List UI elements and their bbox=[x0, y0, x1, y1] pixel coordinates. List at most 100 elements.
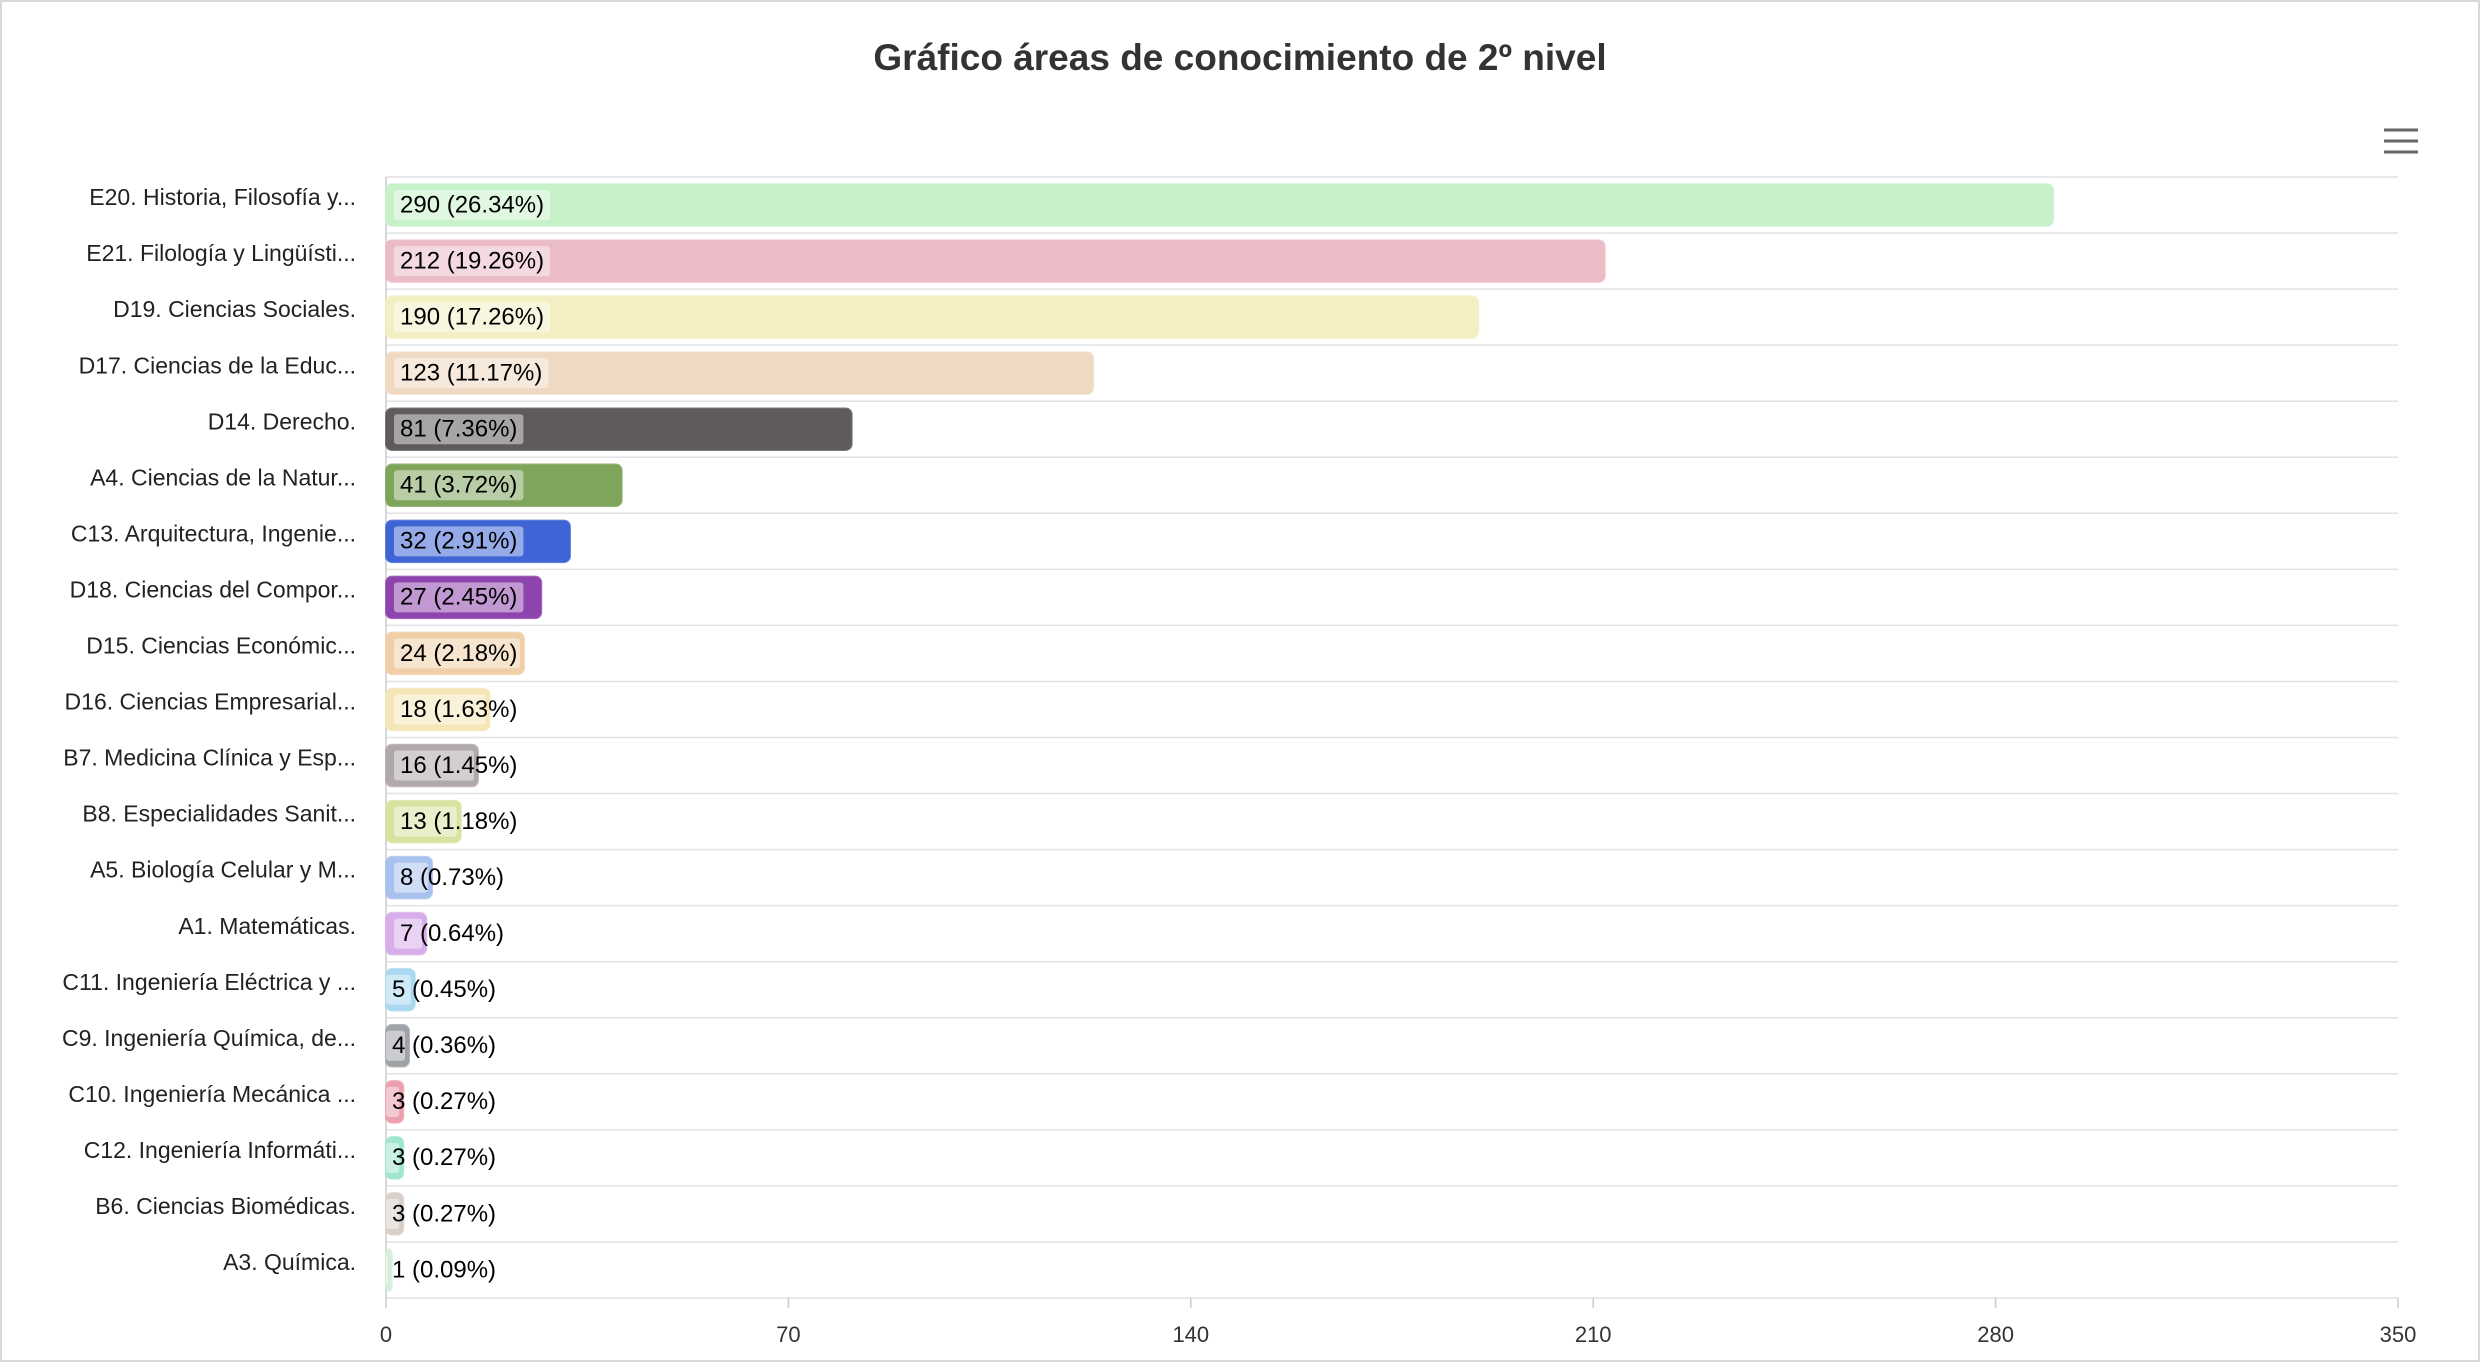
value-label: 5 (0.45%) bbox=[392, 976, 496, 1003]
value-label: 3 (0.27%) bbox=[392, 1144, 496, 1171]
bar-edge bbox=[385, 1136, 405, 1180]
y-tick-label: C11. Ingeniería Eléctrica y ... bbox=[62, 969, 356, 995]
value-label-bg bbox=[394, 694, 486, 725]
bar bbox=[386, 296, 1479, 338]
value-label: 212 (19.26%) bbox=[400, 247, 544, 274]
bar-edge bbox=[385, 687, 491, 732]
y-tick-label: C13. Arquitectura, Ingenie... bbox=[71, 520, 356, 546]
bar bbox=[386, 520, 570, 563]
bar-edge bbox=[385, 911, 428, 956]
value-label-bg bbox=[386, 1142, 400, 1173]
y-tick-label: D17. Ciencias de la Educ... bbox=[79, 352, 356, 378]
bar bbox=[386, 408, 852, 450]
menu-button[interactable] bbox=[2384, 128, 2418, 154]
bar-edge bbox=[385, 295, 1480, 339]
value-label-bg bbox=[386, 1030, 405, 1061]
x-tick-label: 350 bbox=[2380, 1322, 2417, 1347]
bar-edge bbox=[385, 519, 571, 564]
bar-edge bbox=[385, 1192, 405, 1236]
value-label: 290 (26.34%) bbox=[400, 191, 544, 218]
y-tick-label: D18. Ciencias del Compor... bbox=[70, 576, 356, 602]
bar-edge bbox=[385, 799, 462, 844]
value-label: 3 (0.27%) bbox=[392, 1088, 496, 1115]
bar-edge bbox=[385, 631, 525, 676]
bar bbox=[386, 856, 432, 899]
value-label-bg bbox=[394, 302, 551, 333]
y-tick-label: B6. Ciencias Biomédicas. bbox=[95, 1193, 356, 1219]
bar bbox=[386, 576, 542, 619]
y-tick-label: A1. Matemáticas. bbox=[178, 913, 356, 939]
value-label: 16 (1.45%) bbox=[400, 752, 517, 779]
value-label-bg bbox=[394, 470, 524, 501]
bar bbox=[386, 1193, 404, 1235]
value-label-bg bbox=[386, 974, 411, 1005]
value-label-bg bbox=[386, 1254, 388, 1285]
y-tick-label: A4. Ciencias de la Natur... bbox=[90, 464, 356, 490]
x-tick-label: 140 bbox=[1172, 1322, 1209, 1347]
labels: E20. Historia, Filosofía y... 290 (26.34%… bbox=[62, 184, 551, 1285]
bar bbox=[386, 968, 415, 1011]
bar-edge bbox=[385, 407, 853, 451]
value-label-bg bbox=[394, 190, 551, 221]
bar bbox=[386, 688, 490, 731]
value-label-bg bbox=[394, 638, 520, 669]
value-label: 27 (2.45%) bbox=[400, 584, 517, 611]
bar bbox=[386, 632, 524, 675]
value-label: 41 (3.72%) bbox=[400, 472, 517, 499]
value-label: 1 (0.09%) bbox=[392, 1256, 496, 1283]
bar bbox=[386, 240, 1605, 282]
x-tick-label: 210 bbox=[1575, 1322, 1612, 1347]
value-label: 3 (0.27%) bbox=[392, 1200, 496, 1227]
bar bbox=[386, 1249, 392, 1291]
bar bbox=[386, 1025, 409, 1067]
x-tick-label: 0 bbox=[380, 1322, 392, 1347]
y-tick-label: B7. Medicina Clínica y Esp... bbox=[63, 745, 356, 771]
value-label: 32 (2.91%) bbox=[400, 528, 517, 555]
bar-edge bbox=[385, 967, 416, 1012]
value-label-bg bbox=[394, 414, 524, 445]
value-label-bg bbox=[394, 918, 423, 949]
y-tick-label: D15. Ciencias Económic... bbox=[86, 633, 356, 659]
x-tick-label: 280 bbox=[1977, 1322, 2014, 1347]
value-label: 190 (17.26%) bbox=[400, 303, 544, 330]
value-label: 7 (0.64%) bbox=[400, 920, 504, 947]
value-label-bg bbox=[394, 582, 524, 613]
y-tick-label: A3. Química. bbox=[223, 1249, 356, 1275]
value-label-bg bbox=[394, 806, 457, 837]
y-tick-label: C10. Ingeniería Mecánica ... bbox=[68, 1081, 356, 1107]
bar bbox=[386, 1081, 404, 1123]
bar bbox=[386, 352, 1094, 394]
bar-edge bbox=[385, 855, 433, 900]
y-tick-label: A5. Biología Celular y M... bbox=[90, 857, 356, 883]
bar-edge bbox=[385, 351, 1095, 395]
bar-edge bbox=[385, 183, 2055, 227]
y-tick-label: C9. Ingeniería Química, de... bbox=[62, 1025, 356, 1051]
bar bbox=[386, 184, 2054, 226]
y-tick-label: C12. Ingeniería Informáti... bbox=[84, 1137, 356, 1163]
y-tick-label: E20. Historia, Filosofía y... bbox=[89, 184, 356, 210]
value-label: 8 (0.73%) bbox=[400, 864, 504, 891]
bar bbox=[386, 800, 461, 843]
value-label-bg bbox=[394, 750, 474, 781]
value-label: 18 (1.63%) bbox=[400, 696, 517, 723]
bar-edge bbox=[385, 1024, 410, 1068]
bar-edge bbox=[385, 1248, 393, 1292]
bar-edge bbox=[385, 1080, 405, 1124]
bar-edge bbox=[385, 239, 1606, 283]
value-label-bg bbox=[386, 1086, 400, 1117]
bar-edge bbox=[385, 575, 543, 620]
bars bbox=[385, 183, 2055, 1292]
bar bbox=[386, 464, 622, 507]
grid: 0 70 140 210 280 350 bbox=[380, 176, 2417, 1347]
y-tick-label: D19. Ciencias Sociales. bbox=[113, 296, 356, 322]
value-label: 13 (1.18%) bbox=[400, 808, 517, 835]
bar-edge bbox=[385, 743, 479, 788]
y-tick-label: B8. Especialidades Sanit... bbox=[82, 801, 356, 827]
value-label: 4 (0.36%) bbox=[392, 1032, 496, 1059]
value-label-bg bbox=[386, 1198, 400, 1229]
chart-title: Gráfico áreas de conocimiento de 2º nive… bbox=[873, 37, 1606, 78]
bar bbox=[386, 1137, 404, 1179]
value-label: 123 (11.17%) bbox=[400, 360, 542, 387]
bar bbox=[386, 912, 427, 955]
